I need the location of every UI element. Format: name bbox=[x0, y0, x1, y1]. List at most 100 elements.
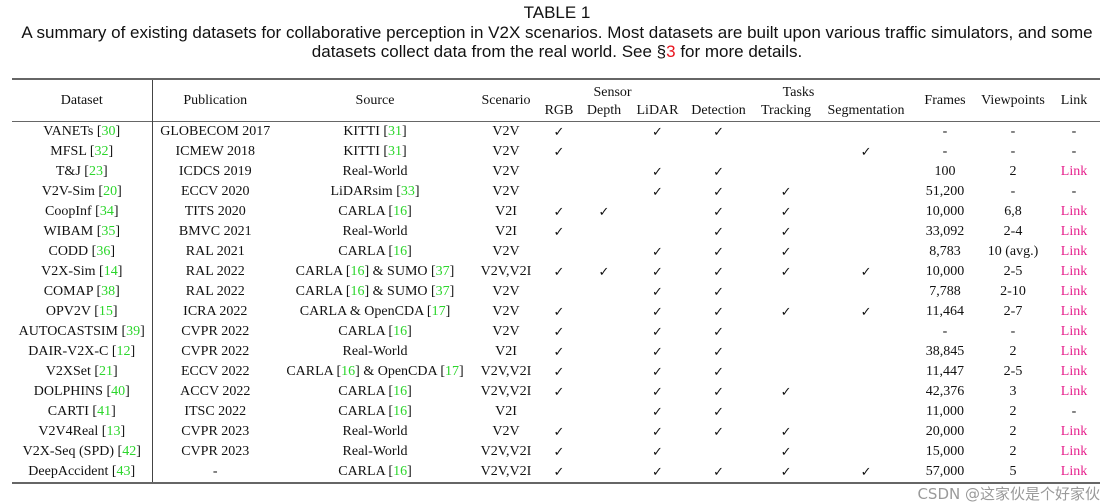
citation-link[interactable]: 16 bbox=[393, 244, 408, 259]
checkmark-icon: ✓ bbox=[652, 464, 663, 479]
cell-text: CARLA [ bbox=[338, 404, 394, 419]
dataset-link[interactable]: Link bbox=[1060, 424, 1088, 439]
dataset-link[interactable]: Link bbox=[1060, 204, 1088, 219]
table-row: DOLPHINS [40] ACCV 2022 CARLA [16] V2V,V2I ✓… bbox=[12, 382, 1100, 402]
dataset-link[interactable]: Link bbox=[1060, 444, 1088, 459]
dataset-link[interactable]: Link bbox=[1060, 344, 1088, 359]
header-dataset: Dataset bbox=[12, 79, 153, 122]
citation-link[interactable]: 16 bbox=[393, 384, 408, 399]
citation-link[interactable]: 13 bbox=[106, 424, 121, 439]
caption-line-2: datasets collect data from the real worl… bbox=[0, 42, 1114, 62]
cell-text: CARLA [ bbox=[338, 204, 394, 219]
tracking-cell bbox=[752, 322, 820, 342]
citation-link[interactable]: 20 bbox=[103, 184, 118, 199]
citation-link[interactable]: 16 bbox=[393, 324, 408, 339]
dataset-link[interactable]: Link bbox=[1060, 304, 1088, 319]
segmentation-cell bbox=[820, 162, 912, 182]
header-segmentation: Segmentation bbox=[827, 103, 905, 118]
dataset-link[interactable]: Link bbox=[1060, 224, 1088, 239]
citation-link[interactable]: 42 bbox=[122, 444, 137, 459]
dataset-cell: T&J [23] bbox=[12, 162, 153, 182]
dataset-cell: V2V4Real [13] bbox=[12, 422, 153, 442]
citation-link[interactable]: 15 bbox=[98, 304, 113, 319]
citation-link[interactable]: 41 bbox=[97, 404, 112, 419]
citation-link[interactable]: 37 bbox=[435, 264, 450, 279]
cell-text: T&J [ bbox=[55, 164, 89, 179]
publication-cell: CVPR 2023 bbox=[181, 424, 250, 439]
header-sensor: Sensor bbox=[593, 85, 632, 100]
cell-text: V2X-Sim [ bbox=[41, 264, 104, 279]
citation-link[interactable]: 40 bbox=[111, 384, 126, 399]
checkmark-icon: ✓ bbox=[652, 284, 663, 299]
cell-text: ] & OpenCDA [ bbox=[355, 364, 445, 379]
section-ref-link[interactable]: 3 bbox=[666, 42, 676, 61]
frames-cell: 38,845 bbox=[925, 344, 965, 359]
citation-link[interactable]: 31 bbox=[388, 144, 403, 159]
frames-cell: 10,000 bbox=[925, 204, 965, 219]
viewpoints-cell: - bbox=[1010, 144, 1016, 159]
citation-link[interactable]: 16 bbox=[393, 404, 408, 419]
cell-text: ] bbox=[117, 264, 123, 279]
citation-link[interactable]: 14 bbox=[103, 264, 118, 279]
lidar-cell: ✓ bbox=[630, 322, 685, 342]
publication-cell: BMVC 2021 bbox=[178, 224, 252, 239]
dataset-link[interactable]: Link bbox=[1060, 264, 1088, 279]
cell-text: V2V4Real [ bbox=[38, 424, 107, 439]
dataset-link[interactable]: Link bbox=[1060, 244, 1088, 259]
tracking-cell: ✓ bbox=[752, 202, 820, 222]
dataset-cell: DAIR-V2X-C [12] bbox=[12, 342, 153, 362]
citation-link[interactable]: 34 bbox=[99, 204, 114, 219]
checkmark-icon: ✓ bbox=[652, 324, 663, 339]
citation-link[interactable]: 17 bbox=[431, 304, 446, 319]
depth-cell bbox=[578, 382, 630, 402]
citation-link[interactable]: 23 bbox=[88, 164, 103, 179]
header-rgb: RGB bbox=[544, 103, 574, 118]
citation-link[interactable]: 31 bbox=[388, 124, 403, 139]
citation-link[interactable]: 38 bbox=[101, 284, 116, 299]
dataset-link[interactable]: Link bbox=[1060, 364, 1088, 379]
citation-link[interactable]: 16 bbox=[350, 284, 365, 299]
dataset-link[interactable]: Link bbox=[1060, 284, 1088, 299]
cell-text: CARLA [ bbox=[338, 324, 394, 339]
citation-link[interactable]: 16 bbox=[341, 364, 356, 379]
cell-text: ] bbox=[449, 264, 455, 279]
rgb-cell: ✓ bbox=[540, 362, 578, 382]
dataset-cell: V2XSet [21] bbox=[12, 362, 153, 382]
table-row: V2V4Real [13] CVPR 2023 Real-World V2V ✓ ✓ ✓ ✓ 2… bbox=[12, 422, 1100, 442]
source-cell: Real-World bbox=[278, 422, 472, 442]
citation-link[interactable]: 36 bbox=[96, 244, 111, 259]
citation-link[interactable]: 12 bbox=[116, 344, 131, 359]
citation-link[interactable]: 43 bbox=[116, 464, 131, 479]
cell-text: ] bbox=[113, 364, 118, 379]
citation-link[interactable]: 33 bbox=[400, 184, 415, 199]
tracking-cell bbox=[752, 282, 820, 302]
tracking-cell: ✓ bbox=[752, 302, 820, 322]
checkmark-icon: ✓ bbox=[652, 364, 663, 379]
dataset-link[interactable]: Link bbox=[1060, 324, 1088, 339]
citation-link[interactable]: 30 bbox=[101, 124, 116, 139]
citation-link[interactable]: 16 bbox=[393, 464, 408, 479]
dataset-link[interactable]: Link bbox=[1060, 384, 1088, 399]
depth-cell bbox=[578, 362, 630, 382]
citation-link[interactable]: 17 bbox=[445, 364, 459, 379]
viewpoints-cell: 2-7 bbox=[1003, 304, 1023, 319]
citation-link[interactable]: 32 bbox=[94, 144, 109, 159]
cell-text: CARLA [ bbox=[338, 244, 394, 259]
header-viewpoints: Viewpoints bbox=[981, 92, 1045, 108]
dataset-link[interactable]: Link bbox=[1060, 164, 1088, 179]
table-row: V2XSet [21] ECCV 2022 CARLA [16] & OpenCDA… bbox=[12, 362, 1100, 382]
checkmark-icon: ✓ bbox=[780, 224, 792, 239]
cell-text: CARLA [ bbox=[295, 264, 351, 279]
citation-link[interactable]: 16 bbox=[350, 264, 365, 279]
citation-link[interactable]: 37 bbox=[435, 284, 450, 299]
frames-cell: 51,200 bbox=[925, 184, 965, 199]
dataset-link[interactable]: Link bbox=[1060, 464, 1088, 479]
checkmark-icon: ✓ bbox=[652, 344, 663, 359]
citation-link[interactable]: 21 bbox=[99, 364, 114, 379]
citation-link[interactable]: 35 bbox=[101, 224, 116, 239]
tracking-cell: ✓ bbox=[752, 182, 820, 202]
table-row: T&J [23] ICDCS 2019 Real-World V2V ✓ ✓ 100 2 Lin… bbox=[12, 162, 1100, 182]
citation-link[interactable]: 39 bbox=[126, 324, 141, 339]
citation-link[interactable]: 16 bbox=[393, 204, 408, 219]
checkmark-icon: ✓ bbox=[713, 384, 724, 399]
